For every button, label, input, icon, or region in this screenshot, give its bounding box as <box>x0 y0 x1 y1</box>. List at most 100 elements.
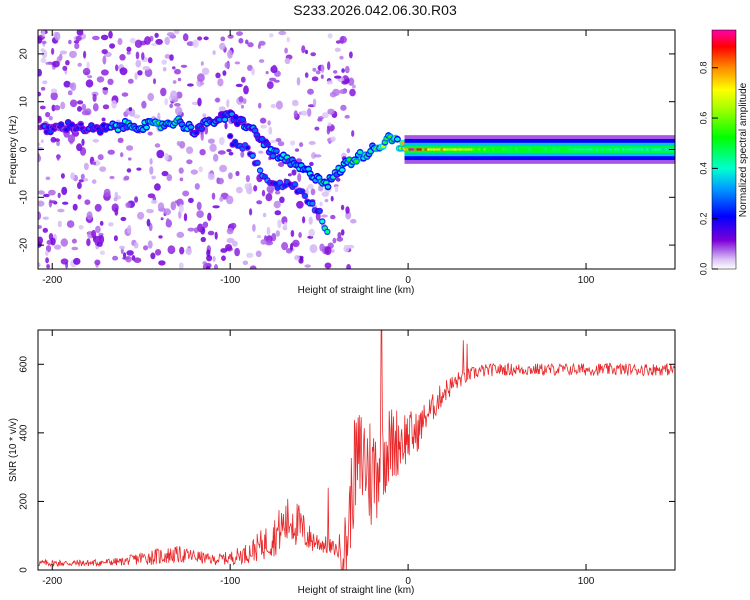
heatmap-noise-blob <box>38 200 45 207</box>
heatmap-band-core <box>512 148 516 151</box>
heatmap-noise-blob <box>318 185 324 192</box>
heatmap-band-core <box>536 148 540 151</box>
x-tick-label: 100 <box>578 576 595 587</box>
heatmap-noise-blob <box>187 83 194 87</box>
heatmap-noise-blob <box>76 143 83 152</box>
heatmap-secondary-trace-point <box>257 168 263 173</box>
heatmap-noise-blob <box>227 49 233 59</box>
heatmap-noise-blob <box>334 75 342 79</box>
heatmap-y-ticks: -20 -10 0 10 20 <box>19 48 675 252</box>
heatmap-noise-blob <box>60 173 65 179</box>
heatmap-noise-blob <box>188 197 194 204</box>
heatmap-band-core <box>448 148 452 151</box>
heatmap-noise-blob <box>78 179 85 183</box>
heatmap-noise-blob <box>291 169 297 176</box>
heatmap-band-core <box>429 148 433 151</box>
heatmap-noise-blob <box>164 36 170 46</box>
heatmap-noise-blob <box>108 30 113 39</box>
heatmap-noise-blob <box>290 230 295 237</box>
heatmap-noise-blob <box>147 240 153 249</box>
heatmap-noise-blob <box>273 200 281 209</box>
heatmap-noise-blob <box>102 87 109 91</box>
colorbar-tick-label: 0.2 <box>698 212 708 225</box>
heatmap-band-core <box>504 148 508 151</box>
heatmap-noise-blob <box>135 51 140 60</box>
heatmap-noise-blob <box>305 49 308 55</box>
heatmap-noise-blob <box>294 148 300 152</box>
colorbar-tick-label: 0.8 <box>698 61 708 74</box>
x-tick-label: -200 <box>42 275 62 286</box>
heatmap-noise-blob <box>200 61 204 66</box>
heatmap-noise-blob <box>38 36 43 44</box>
heatmap-noise-blob <box>155 38 163 45</box>
heatmap-noise-blob <box>71 238 77 244</box>
heatmap-noise-blob <box>77 62 82 67</box>
heatmap-band-core <box>464 148 468 151</box>
heatmap-noise-blob <box>166 218 170 225</box>
heatmap-noise-blob <box>224 61 230 69</box>
heatmap-noise-blob <box>108 222 114 227</box>
heatmap-noise-blob <box>277 219 282 229</box>
heatmap-noise-blob <box>40 86 46 91</box>
heatmap-noise-blob <box>113 235 118 242</box>
heatmap-noise-blob <box>247 64 253 71</box>
heatmap-noise-blob <box>174 68 181 75</box>
heatmap-noise-blob <box>344 65 350 74</box>
heatmap-noise-blob <box>124 175 130 181</box>
heatmap-noise-blob <box>57 220 62 228</box>
heatmap-noise-blob <box>50 136 57 143</box>
heatmap-main-trace-point <box>222 117 228 122</box>
heatmap-noise-blob <box>335 177 341 182</box>
heatmap-noise-blob <box>92 103 99 112</box>
heatmap-noise-blob <box>219 42 226 51</box>
heatmap-noise-blob <box>292 239 300 248</box>
heatmap-noise-blob <box>311 76 319 82</box>
heatmap-noise-blob <box>349 51 353 59</box>
heatmap-noise-blob <box>217 177 224 185</box>
heatmap-band-core <box>541 148 545 151</box>
heatmap-noise-blob <box>319 243 325 252</box>
heatmap-noise-blob <box>222 70 227 76</box>
heatmap-noise-blob <box>218 106 226 112</box>
heatmap-secondary-trace-point <box>245 145 250 150</box>
heatmap-noise-blob <box>57 192 61 199</box>
heatmap-noise-blob <box>246 252 254 258</box>
heatmap-noise-blob <box>335 40 342 44</box>
heatmap-band-core <box>480 148 484 151</box>
heatmap-noise-blob <box>67 134 76 144</box>
heatmap-band-core <box>528 148 532 151</box>
heatmap-noise-blob <box>217 78 224 87</box>
heatmap-noise-blob <box>294 255 300 261</box>
heatmap-noise-blob <box>46 264 50 269</box>
heatmap-noise-blob <box>212 50 216 55</box>
heatmap-noise-blob <box>99 234 105 244</box>
heatmap-noise-blob <box>127 225 132 234</box>
x-tick-label: 0 <box>405 576 411 587</box>
heatmap-noise-blob <box>265 193 273 202</box>
heatmap-noise-blob <box>219 196 224 202</box>
heatmap-band-core <box>645 148 650 151</box>
heatmap-band-core <box>499 148 503 151</box>
heatmap-band-core <box>419 148 423 151</box>
heatmap-noise-blob <box>320 74 324 79</box>
heatmap-noise-blob <box>211 192 216 200</box>
heatmap-noise-blob <box>317 118 323 122</box>
heatmap-band-core <box>539 148 543 151</box>
heatmap-noise-blob <box>278 162 285 167</box>
heatmap-noise-blob <box>330 249 335 253</box>
colorbar-tick-label: 0.4 <box>698 162 708 175</box>
heatmap-noise-blob <box>56 140 60 147</box>
colorbar-ticks: 0.0 0.2 0.4 0.6 0.8 <box>698 61 718 275</box>
heatmap-band-core <box>589 148 594 151</box>
heatmap-noise-blob <box>42 227 48 233</box>
heatmap-noise-blob <box>40 48 45 52</box>
heatmap-noise-blob <box>226 227 234 235</box>
heatmap-noise-blob <box>247 42 254 48</box>
heatmap-noise-blob <box>69 50 77 59</box>
heatmap-noise-blob <box>94 203 102 212</box>
heatmap-secondary-trace-point <box>255 161 260 165</box>
heatmap-noise-blob <box>206 249 211 257</box>
heatmap-noise-blob <box>81 138 85 146</box>
heatmap-noise-blob <box>272 64 277 71</box>
heatmap-noise-blob <box>41 40 47 45</box>
